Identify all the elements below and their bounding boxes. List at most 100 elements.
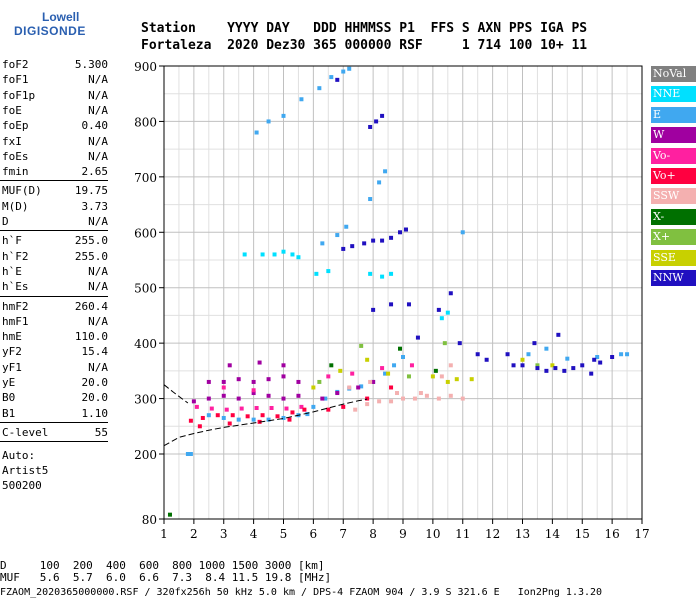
legend-item: NNW: [651, 270, 696, 286]
data-point: [505, 352, 510, 357]
data-point: [457, 341, 462, 346]
data-point: [356, 385, 361, 390]
data-point: [221, 393, 226, 398]
data-point: [320, 396, 325, 401]
data-point: [448, 363, 453, 368]
x-tick-label: 7: [339, 527, 347, 541]
data-point: [242, 252, 247, 257]
data-point: [296, 393, 301, 398]
data-point: [290, 252, 295, 257]
x-tick-label: 3: [220, 527, 228, 541]
chart-marks: [167, 66, 630, 517]
data-point: [371, 238, 376, 243]
param-label: hmE: [2, 330, 22, 344]
param-label: D: [2, 215, 9, 228]
param-row: h`F 255.0: [2, 234, 108, 248]
param-row: yE 20.0: [2, 376, 108, 390]
y-tick-label: 900: [134, 60, 157, 74]
data-point: [460, 230, 465, 235]
data-point: [445, 310, 450, 315]
data-point: [347, 385, 352, 390]
series-E: [185, 66, 630, 456]
y-tick-label: 300: [134, 393, 157, 407]
param-separator: [0, 180, 108, 182]
data-point: [436, 307, 441, 312]
data-point: [338, 368, 343, 373]
param-row: M(D) 3.73: [2, 200, 108, 214]
data-point: [290, 410, 295, 415]
param-label: hmF2: [2, 299, 29, 313]
y-tick-label: 80: [142, 513, 157, 527]
data-point: [320, 241, 325, 246]
param-label: hmF1: [2, 314, 29, 328]
param-value: 255.0: [74, 249, 108, 263]
param-value: 2.65: [81, 165, 109, 179]
data-point: [215, 413, 220, 418]
data-point: [383, 371, 388, 376]
param-value: 20.0: [81, 391, 109, 405]
data-point: [412, 396, 417, 401]
data-point: [389, 302, 394, 307]
param-value: 255.0: [74, 234, 108, 248]
logo-line-2: DIGISONDE: [14, 24, 86, 38]
data-point: [188, 418, 193, 423]
data-point: [284, 406, 289, 411]
param-label: yE: [2, 376, 16, 389]
data-point: [401, 396, 405, 401]
series-Vo+: [188, 385, 394, 429]
x-tick-label: 10: [425, 527, 440, 541]
data-point: [350, 244, 355, 249]
data-point: [445, 379, 450, 384]
auto-scaling-line2: Artist5: [2, 464, 49, 478]
x-tick-label: 17: [634, 527, 649, 541]
param-label: foEp: [2, 119, 29, 133]
data-point: [221, 415, 226, 420]
data-point: [194, 404, 199, 409]
x-tick-label: 6: [310, 527, 318, 541]
data-point: [344, 224, 349, 229]
data-point: [251, 417, 256, 422]
data-point: [448, 393, 453, 398]
data-point: [365, 357, 370, 362]
data-point: [365, 402, 370, 407]
data-point: [299, 404, 304, 409]
data-point: [254, 405, 259, 410]
data-point: [365, 396, 370, 401]
data-point: [380, 113, 385, 118]
data-point: [395, 391, 400, 396]
data-point: [592, 357, 597, 362]
param-row: fmin 2.65: [2, 165, 108, 179]
data-point: [562, 368, 567, 373]
data-point: [374, 119, 379, 124]
data-point: [260, 252, 265, 257]
data-point: [401, 355, 405, 359]
data-point: [305, 412, 310, 417]
param-label: foF1: [2, 73, 29, 87]
param-label: yF2: [2, 345, 22, 359]
param-value: 260.4: [74, 299, 108, 313]
data-point: [359, 343, 364, 348]
data-point: [281, 374, 286, 379]
param-value: N/A: [88, 88, 108, 102]
y-axis-ticks: 80 200 300 400 500 600 700 800 900: [134, 60, 164, 527]
param-separator: [0, 230, 108, 232]
param-row: MUF(D) 19.75: [2, 184, 108, 198]
data-point: [311, 404, 316, 409]
data-point: [206, 379, 211, 384]
data-point: [281, 249, 286, 254]
param-label: h`E: [2, 264, 22, 278]
data-point: [368, 124, 373, 129]
data-point: [598, 360, 603, 365]
param-value: 55: [94, 425, 108, 439]
data-point: [415, 335, 420, 340]
data-point: [532, 341, 537, 346]
param-label: h`F2: [2, 249, 29, 263]
data-point: [227, 363, 232, 368]
data-point: [565, 356, 570, 361]
data-point: [448, 291, 453, 296]
data-point: [209, 406, 214, 411]
data-point: [275, 414, 280, 419]
header-labels: Station YYYY DAY DDD HHMMSS P1 FFS S AXN…: [141, 21, 588, 36]
data-point: [520, 363, 525, 368]
data-point: [380, 274, 385, 279]
